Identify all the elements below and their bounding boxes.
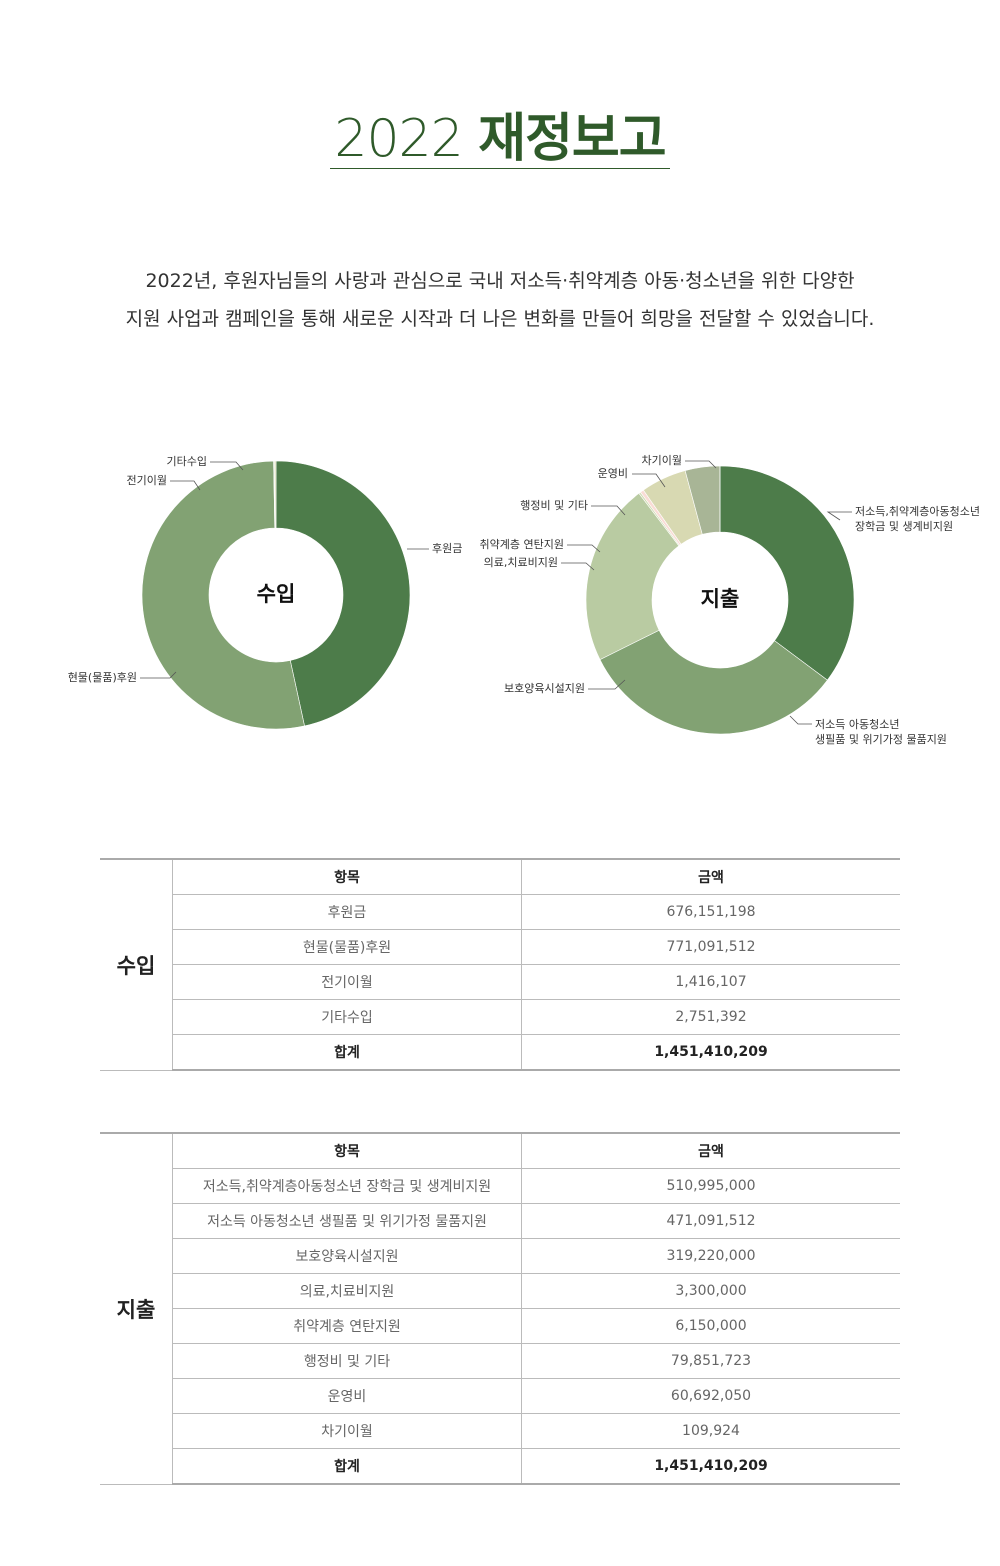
amount-cell: 319,220,000 bbox=[521, 1238, 900, 1274]
title-year: 2022 bbox=[334, 109, 463, 169]
slice-label: 후원금 bbox=[432, 542, 462, 555]
slice-label: 저소득 아동청소년 생필품 및 위기가정 물품지원 bbox=[815, 718, 947, 746]
slice-label: 보호양육시설지원 bbox=[504, 682, 585, 695]
slice-label: 저소득,취약계층아동청소년 장학금 및 생계비지원 bbox=[855, 504, 980, 533]
income-table: 수입 항목 금액 후원금 676,151,198 현물(물품)후원 771,091,512 전… bbox=[100, 858, 900, 1071]
table-row: 수입 항목 금액 bbox=[100, 858, 900, 1071]
item-cell: 저소득 아동청소년 생필품 및 위기가정 물품지원 bbox=[172, 1203, 522, 1239]
slice-label: 행정비 및 기타 bbox=[520, 499, 588, 512]
total-label: 합계 bbox=[172, 1034, 522, 1071]
amount-cell: 471,091,512 bbox=[521, 1203, 900, 1239]
slice-label: 전기이월 bbox=[127, 474, 167, 487]
donut-slice bbox=[719, 465, 855, 681]
header-cell: 항목 bbox=[172, 1132, 522, 1169]
center-label: 수입 bbox=[257, 582, 296, 606]
amount-cell: 109,924 bbox=[521, 1413, 900, 1449]
slice-label: 의료,치료비지원 bbox=[484, 556, 558, 569]
header-cell: 금액 bbox=[521, 858, 900, 895]
header-cell: 항목 bbox=[172, 858, 522, 895]
table-row: 행정비 및 기타 79,851,723 bbox=[100, 1343, 900, 1379]
total-label: 합계 bbox=[172, 1448, 522, 1485]
leader-line bbox=[685, 460, 717, 469]
table-row: 저소득,취약계층아동청소년 장학금 및 생계비지원 510,995,000 bbox=[100, 1168, 900, 1204]
amount-cell: 771,091,512 bbox=[521, 929, 900, 965]
intro-line: 2022년, 후원자님들의 사랑과 관심으로 국내 저소득·취약계층 아동·청소… bbox=[145, 270, 855, 292]
donut-slice bbox=[585, 492, 680, 661]
table-row: 지출 항목 금액 bbox=[100, 1132, 900, 1485]
leader-line bbox=[826, 511, 852, 521]
donut-slice bbox=[274, 460, 277, 529]
slice-label: 현물(물품)후원 bbox=[68, 671, 137, 684]
leader-line bbox=[140, 671, 177, 679]
item-cell: 차기이월 bbox=[172, 1413, 522, 1449]
item-cell: 의료,치료비지원 bbox=[172, 1273, 522, 1309]
amount-cell: 6,150,000 bbox=[521, 1308, 900, 1344]
item-cell: 후원금 bbox=[172, 894, 522, 930]
table-row: 의료,치료비지원 3,300,000 bbox=[100, 1273, 900, 1309]
intro-line: 지원 사업과 캠페인을 통해 새로운 시작과 더 나은 변화를 만들어 희망을 … bbox=[125, 308, 875, 330]
donut-slice bbox=[141, 460, 305, 730]
table-row: 후원금 676,151,198 bbox=[100, 894, 900, 930]
item-cell: 운영비 bbox=[172, 1378, 522, 1414]
item-cell: 현물(물품)후원 bbox=[172, 929, 522, 965]
center-label: 지출 bbox=[701, 587, 740, 611]
leader-line bbox=[591, 505, 626, 516]
table-row: 기타수입 2,751,392 bbox=[100, 999, 900, 1035]
table-row: 합계 1,451,410,209 bbox=[100, 1034, 900, 1071]
slice-label: 운영비 bbox=[598, 467, 628, 480]
leader-line bbox=[210, 461, 244, 471]
amount-cell: 60,692,050 bbox=[521, 1378, 900, 1414]
amount-cell: 676,151,198 bbox=[521, 894, 900, 930]
title-rule bbox=[330, 168, 670, 169]
table-row: 운영비 60,692,050 bbox=[100, 1378, 900, 1414]
leader-line bbox=[588, 679, 626, 690]
intro: 2022년, 후원자님들의 사랑과 관심으로 국내 저소득·취약계층 아동·청소… bbox=[0, 262, 1000, 338]
amount-cell: 510,995,000 bbox=[521, 1168, 900, 1204]
item-cell: 기타수입 bbox=[172, 999, 522, 1035]
slice-label: 차기이월 bbox=[642, 454, 682, 467]
amount-cell: 3,300,000 bbox=[521, 1273, 900, 1309]
leader-line bbox=[567, 544, 601, 553]
amount-cell: 1,416,107 bbox=[521, 964, 900, 1000]
table-row: 합계 1,451,410,209 bbox=[100, 1448, 900, 1485]
donut-slice bbox=[599, 629, 828, 735]
table-row: 전기이월 1,416,107 bbox=[100, 964, 900, 1000]
table-row: 취약계층 연탄지원 6,150,000 bbox=[100, 1308, 900, 1344]
leader-line bbox=[170, 480, 201, 491]
table-row: 현물(물품)후원 771,091,512 bbox=[100, 929, 900, 965]
leader-line bbox=[561, 562, 595, 571]
item-cell: 행정비 및 기타 bbox=[172, 1343, 522, 1379]
leader-line bbox=[632, 473, 666, 488]
expense-table: 지출 항목 금액 저소득,취약계층아동청소년 장학금 및 생계비지원 510,995,0… bbox=[100, 1132, 900, 1485]
amount-cell: 2,751,392 bbox=[521, 999, 900, 1035]
item-cell: 전기이월 bbox=[172, 964, 522, 1000]
title-main: 재정보고 bbox=[478, 109, 666, 169]
section-label: 지출 bbox=[100, 1132, 173, 1485]
item-cell: 저소득,취약계층아동청소년 장학금 및 생계비지원 bbox=[172, 1168, 522, 1204]
title: 2022 재정보고 bbox=[0, 96, 1000, 171]
table-row: 보호양육시설지원 319,220,000 bbox=[100, 1238, 900, 1274]
slice-label: 취약계층 연탄지원 bbox=[480, 537, 564, 551]
section-label: 수입 bbox=[100, 858, 173, 1071]
donut-slice bbox=[275, 460, 411, 727]
amount-cell: 79,851,723 bbox=[521, 1343, 900, 1379]
total-amount: 1,451,410,209 bbox=[521, 1448, 900, 1485]
header-cell: 금액 bbox=[521, 1132, 900, 1169]
leader-line bbox=[789, 715, 812, 725]
total-amount: 1,451,410,209 bbox=[521, 1034, 900, 1071]
item-cell: 보호양육시설지원 bbox=[172, 1238, 522, 1274]
table-row: 저소득 아동청소년 생필품 및 위기가정 물품지원 471,091,512 bbox=[100, 1203, 900, 1239]
item-cell: 취약계층 연탄지원 bbox=[172, 1308, 522, 1344]
slice-label: 기타수입 bbox=[167, 455, 207, 468]
table-row: 차기이월 109,924 bbox=[100, 1413, 900, 1449]
